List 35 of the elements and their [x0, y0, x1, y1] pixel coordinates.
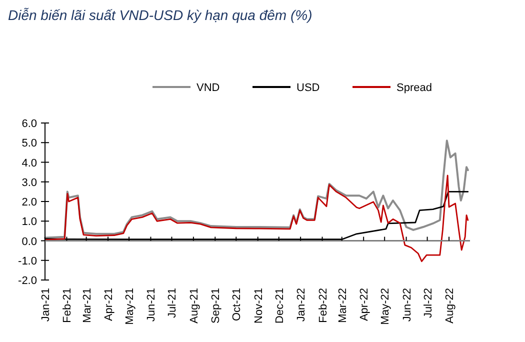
x-tick-label: Aug-21 — [188, 288, 200, 324]
x-tick-label: Feb-22 — [317, 288, 330, 323]
x-tick-label: Aug-22 — [444, 288, 456, 324]
y-tick-label: 2.0 — [22, 196, 37, 208]
x-tick-label: Apr-22 — [358, 288, 371, 322]
x-tick-label: Feb-21 — [62, 288, 74, 323]
x-tick-label: Mar-21 — [81, 288, 94, 323]
x-tick-label: Sep-21 — [210, 288, 222, 324]
y-tick-label: 3.0 — [22, 176, 37, 189]
line-series — [44, 140, 469, 239]
x-tick-label: Jun-21 — [146, 288, 158, 322]
y-tick-label: 6.0 — [22, 118, 37, 130]
y-tick-label: 0.0 — [22, 236, 37, 248]
y-tick-label: -2.0 — [18, 275, 37, 287]
line-series — [44, 174, 469, 262]
x-tick-label: Mar-22 — [336, 288, 349, 323]
x-tick-label: Nov-21 — [252, 288, 265, 324]
y-tick-label: 1.0 — [22, 216, 37, 228]
y-tick-label: 5.0 — [22, 138, 37, 150]
y-tick-label: 4.0 — [22, 157, 37, 170]
x-tick-label: Jul-22 — [422, 288, 434, 318]
x-tick-label: May-22 — [380, 288, 392, 325]
x-tick-label: Oct-21 — [231, 288, 244, 322]
x-tick-label: Jul-21 — [166, 288, 179, 318]
x-tick-label: Apr-21 — [103, 288, 116, 322]
x-tick-label: Jun-22 — [401, 288, 414, 322]
legend-label: VND — [196, 82, 220, 94]
legend-label: Spread — [396, 82, 432, 94]
x-tick-label: Jan-21 — [40, 288, 52, 322]
chart-title: Diễn biến lãi suất VND-USD kỳ hạn qua đêm (%) — [8, 7, 312, 23]
legend-label: USD — [296, 82, 320, 94]
x-tick-label: Jan-22 — [296, 288, 308, 322]
x-tick-label: May-21 — [124, 288, 136, 325]
y-tick-label: -1.0 — [18, 255, 37, 268]
x-tick-label: Dec-21 — [274, 288, 286, 324]
